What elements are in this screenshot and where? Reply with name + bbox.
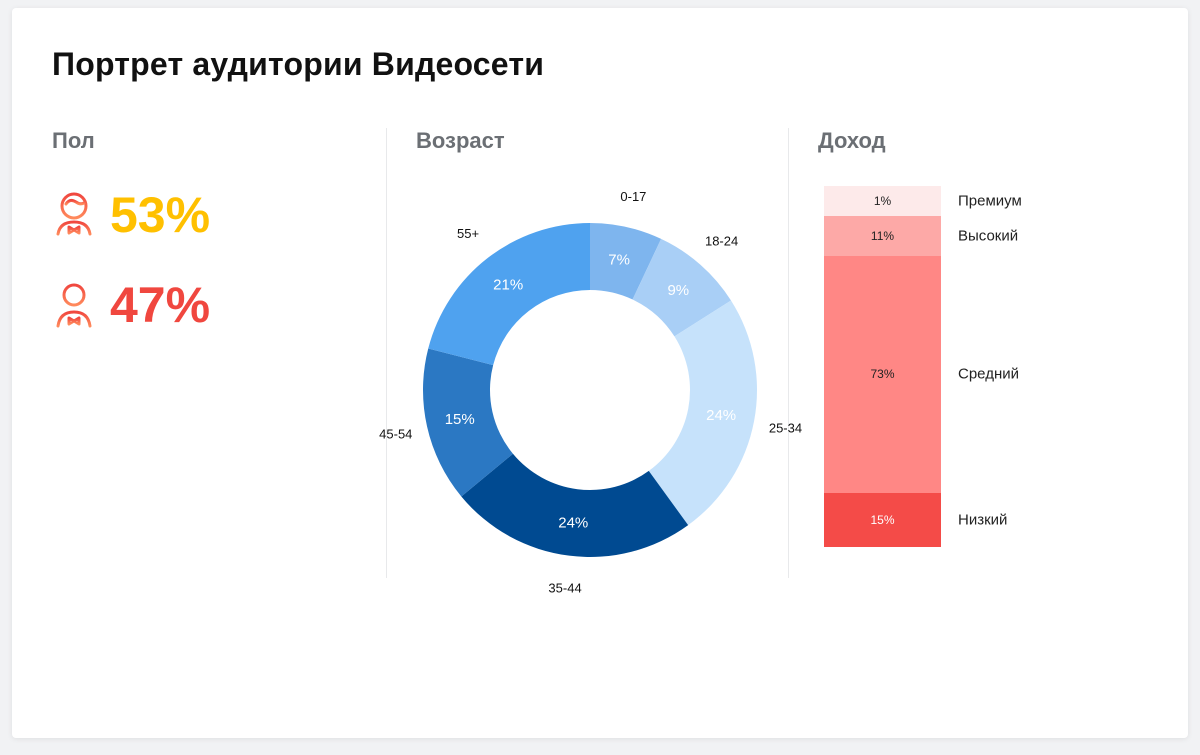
gender-female-row: 53%: [52, 190, 210, 240]
donut-slice-35-44: [461, 453, 689, 557]
gender-male-row: 47%: [52, 280, 210, 330]
donut-slice-45-54: [422, 348, 513, 497]
income-category-label: Средний: [958, 365, 1019, 383]
income-segment-2: 11%: [824, 216, 941, 256]
female-percent: 53%: [110, 187, 211, 243]
income-category-label: Низкий: [958, 511, 1008, 529]
page-title: Портрет аудитории Видеосети: [52, 46, 545, 82]
divider-right: [788, 128, 789, 578]
male-percent: 47%: [110, 277, 211, 333]
income-section-title: Доход: [818, 128, 886, 153]
income-category-label: Высокий: [958, 227, 1019, 245]
income-category-label: Премиум: [958, 192, 1022, 210]
donut-slice-0-17: [590, 223, 662, 300]
income-segment-3: 73%: [824, 255, 941, 493]
donut-slice-25-34: [648, 300, 757, 526]
card: [12, 8, 1188, 738]
male-user-icon: [56, 283, 92, 328]
age-section-title: Возраст: [416, 128, 505, 153]
donut-slice-55+: [428, 223, 590, 366]
female-user-icon: [56, 192, 92, 236]
income-segment-4: 15%: [824, 492, 941, 547]
income-segment-1: 1%: [824, 186, 941, 216]
donut-slice-18-24: [632, 238, 732, 337]
divider-left: [386, 128, 387, 578]
gender-section-title: Пол: [52, 128, 95, 153]
